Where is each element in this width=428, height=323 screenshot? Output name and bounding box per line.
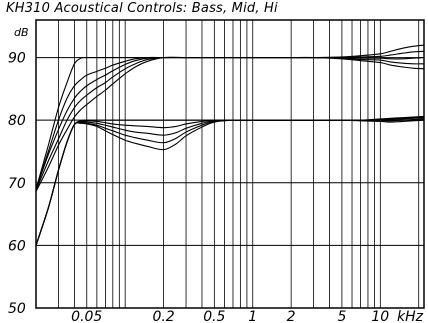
y-tick-label: 70 xyxy=(8,176,26,192)
response-curve-lower-7 xyxy=(35,115,425,246)
x-unit-label: kHz xyxy=(397,309,424,323)
x-tick-label: 2 xyxy=(287,309,296,323)
response-curve-upper-4 xyxy=(35,56,425,191)
y-tick-label: 90 xyxy=(8,51,26,67)
response-curve-upper-5 xyxy=(35,56,425,192)
response-curve-lower-6 xyxy=(35,116,425,246)
response-curve-lower-10 xyxy=(35,119,425,246)
y-tick-label: 80 xyxy=(8,113,26,129)
response-curve-upper-1 xyxy=(35,44,425,190)
x-tick-label: 5 xyxy=(337,309,346,323)
response-curve-lower-9 xyxy=(35,118,425,246)
x-tick-label: 0.05 xyxy=(71,309,102,323)
y-tick-label: 50 xyxy=(8,301,26,317)
y-tick-label: 60 xyxy=(8,238,26,254)
plot-frame xyxy=(35,19,425,309)
x-tick-label: 0.5 xyxy=(203,309,225,323)
response-curve-lower-8 xyxy=(35,117,425,246)
x-tick-label: 10 xyxy=(371,309,389,323)
x-tick-label: 0.2 xyxy=(152,309,174,323)
chart-title: KH310 Acoustical Controls: Bass, Mid, Hi xyxy=(6,1,278,16)
x-tick-label: 1 xyxy=(248,309,257,323)
y-axis-label: dB xyxy=(14,26,29,39)
